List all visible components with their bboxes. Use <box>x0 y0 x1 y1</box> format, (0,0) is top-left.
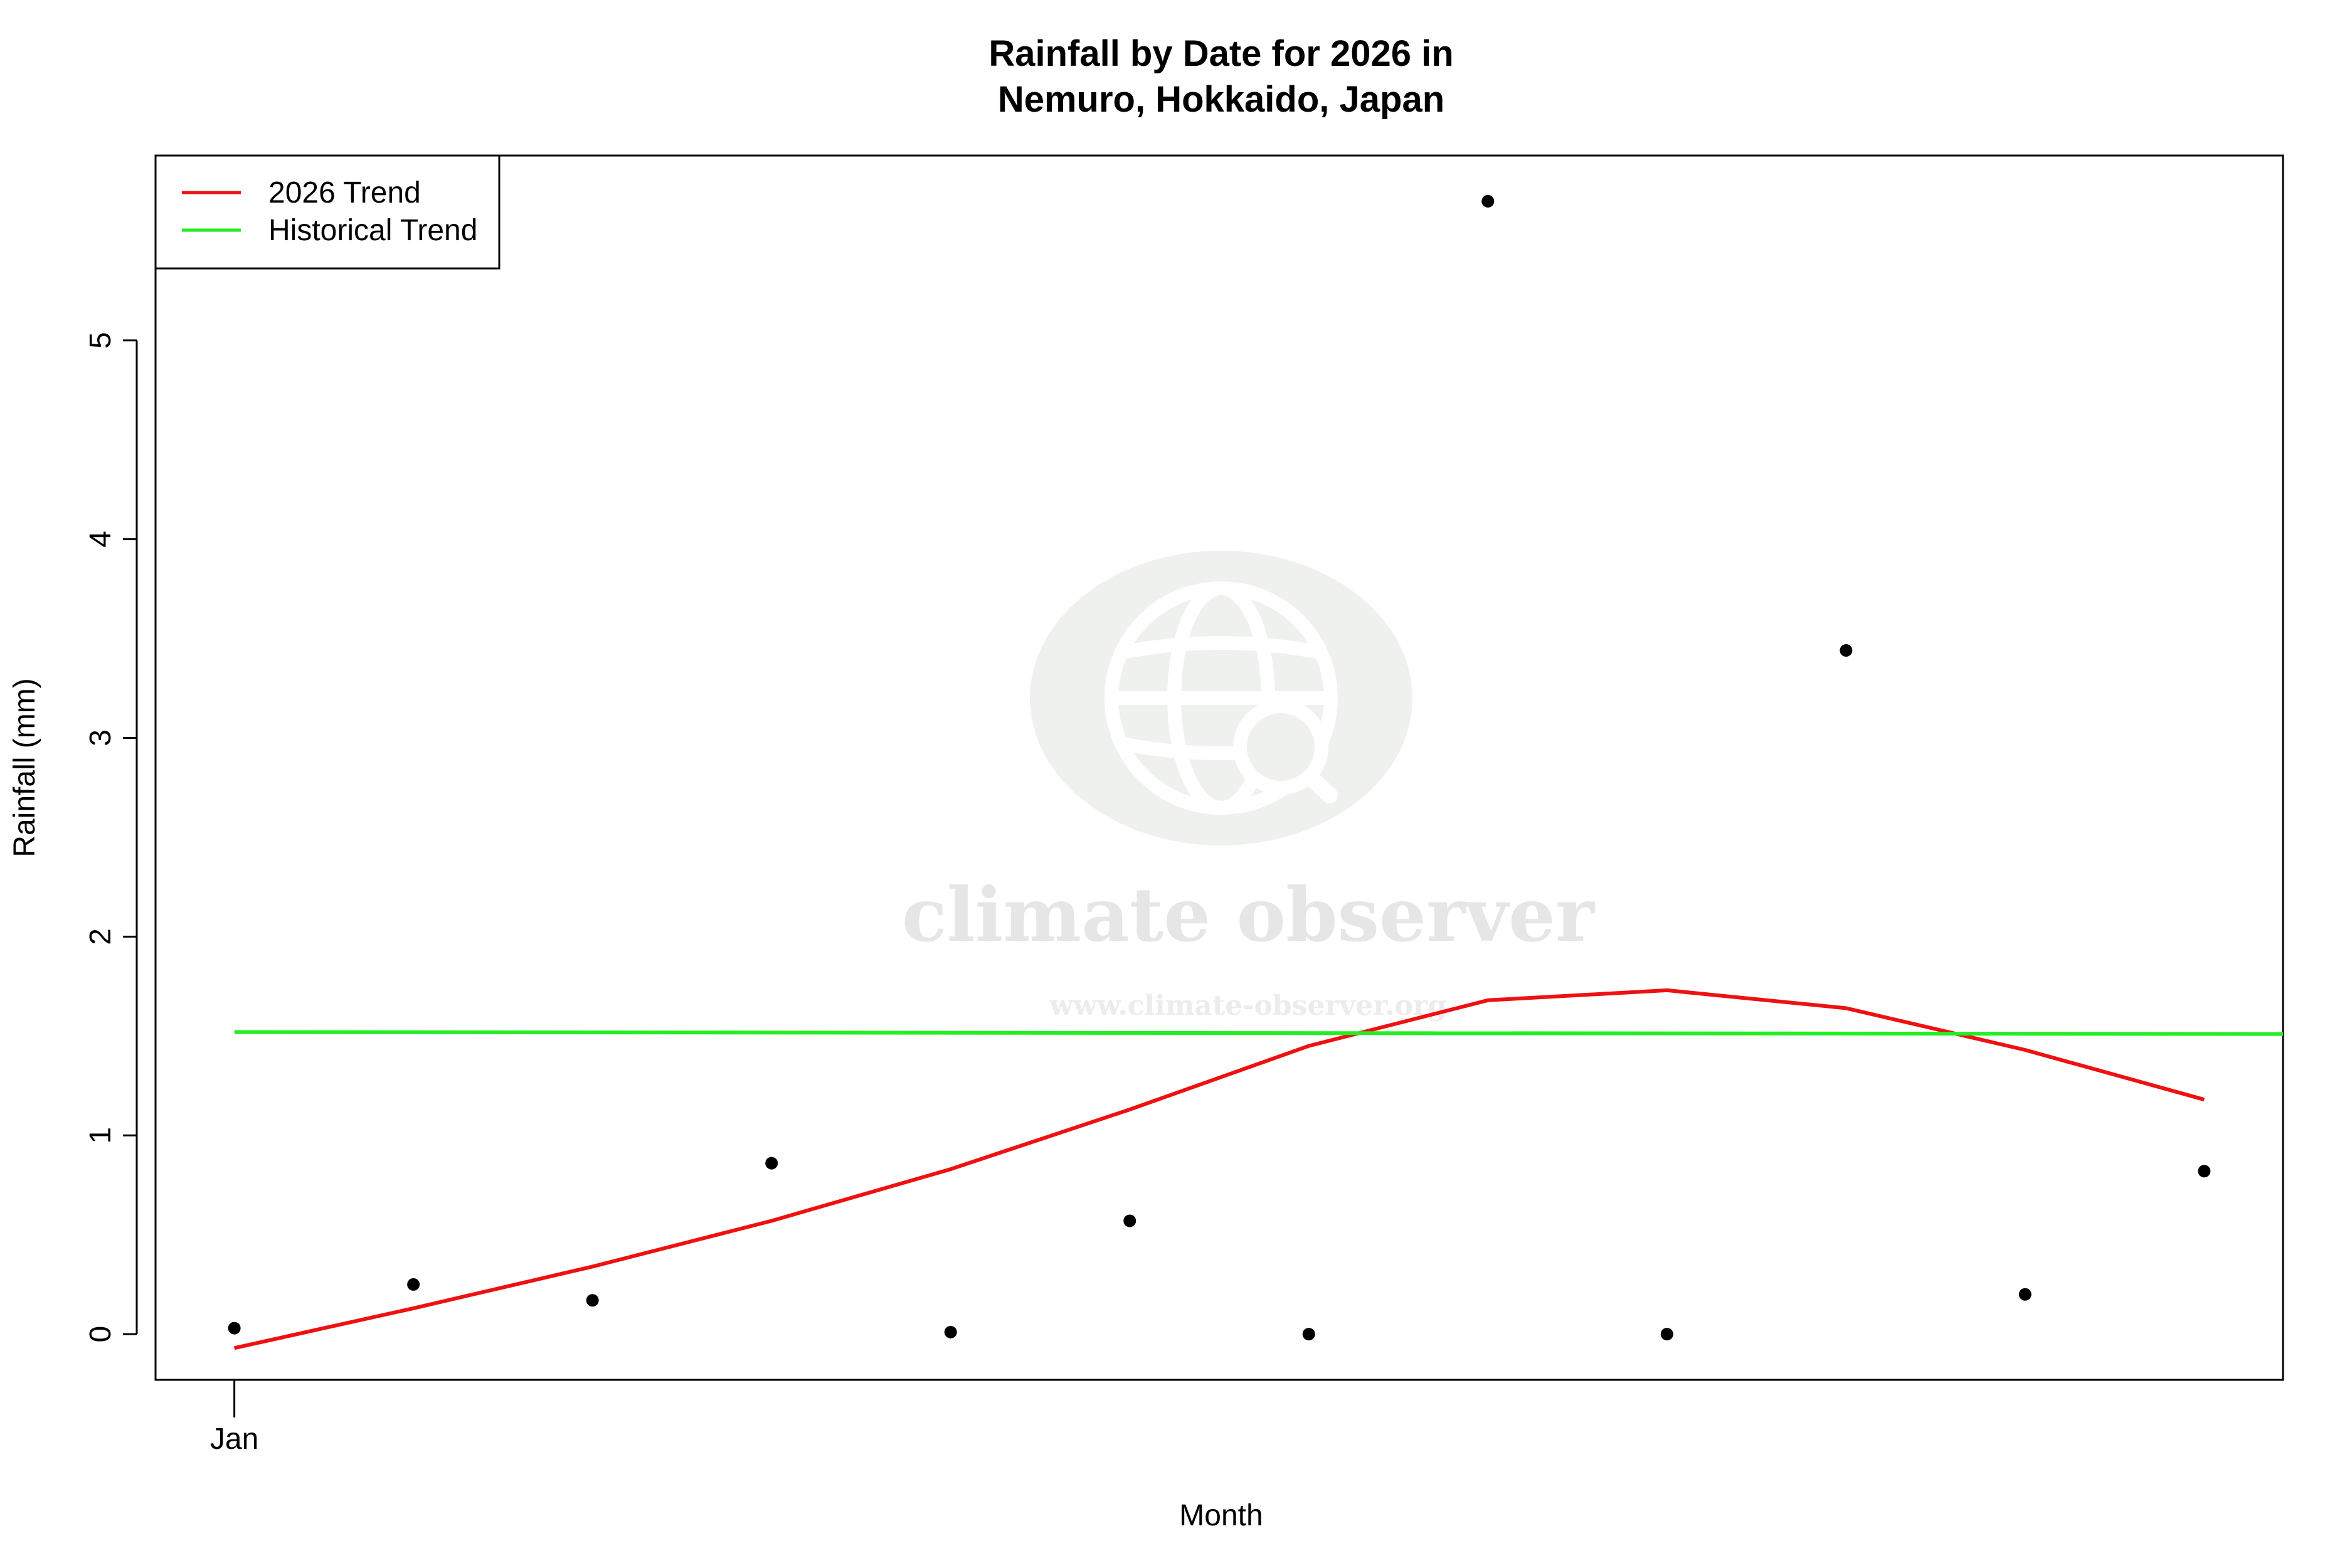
series-line-2026-trend <box>233 988 2205 1350</box>
legend-box <box>154 154 501 270</box>
data-point <box>944 1325 957 1338</box>
data-point <box>228 1322 241 1335</box>
watermark-name: climate observer <box>902 871 1596 958</box>
y-tick-label: 4 <box>84 531 117 548</box>
x-tick-label: Jan <box>210 1422 258 1456</box>
watermark: climate observer www.climate-observer.or… <box>902 551 1596 1022</box>
legend-label-2026-trend: 2026 Trend <box>268 176 421 209</box>
plot-frame <box>154 154 2284 1381</box>
y-tick-label: 3 <box>84 729 117 746</box>
x-axis: Jan <box>210 1380 258 1456</box>
data-point <box>1302 1328 1315 1341</box>
y-tick-label: 2 <box>84 928 117 945</box>
data-point <box>1123 1214 1136 1227</box>
series-layer <box>233 988 2283 1350</box>
watermark-url: www.climate-observer.org <box>1049 990 1447 1022</box>
data-point <box>765 1157 778 1170</box>
chart-title-line1: Rainfall by Date for 2026 in <box>988 33 1453 74</box>
series-line-historical-trend <box>234 1030 2283 1036</box>
data-point <box>2018 1288 2032 1301</box>
x-axis-label: Month <box>1179 1499 1263 1532</box>
data-point <box>586 1294 599 1307</box>
y-axis-label: Rainfall (mm) <box>8 678 41 857</box>
y-tick-label: 5 <box>84 332 117 349</box>
legend-label-historical-trend: Historical Trend <box>268 214 477 247</box>
data-point <box>2198 1165 2211 1178</box>
y-tick-label: 1 <box>84 1127 117 1144</box>
legend: 2026 Trend Historical Trend <box>154 154 501 270</box>
data-point <box>1481 194 1495 208</box>
chart-title-line2: Nemuro, Hokkaido, Japan <box>998 79 1444 120</box>
data-points <box>228 194 2211 1341</box>
data-point <box>407 1278 420 1291</box>
y-axis: 0 1 2 3 4 5 <box>84 332 138 1343</box>
data-point <box>1840 644 1853 657</box>
globe-search-icon <box>1104 581 1338 815</box>
data-point <box>1660 1328 1673 1341</box>
y-tick-label: 0 <box>84 1326 117 1343</box>
